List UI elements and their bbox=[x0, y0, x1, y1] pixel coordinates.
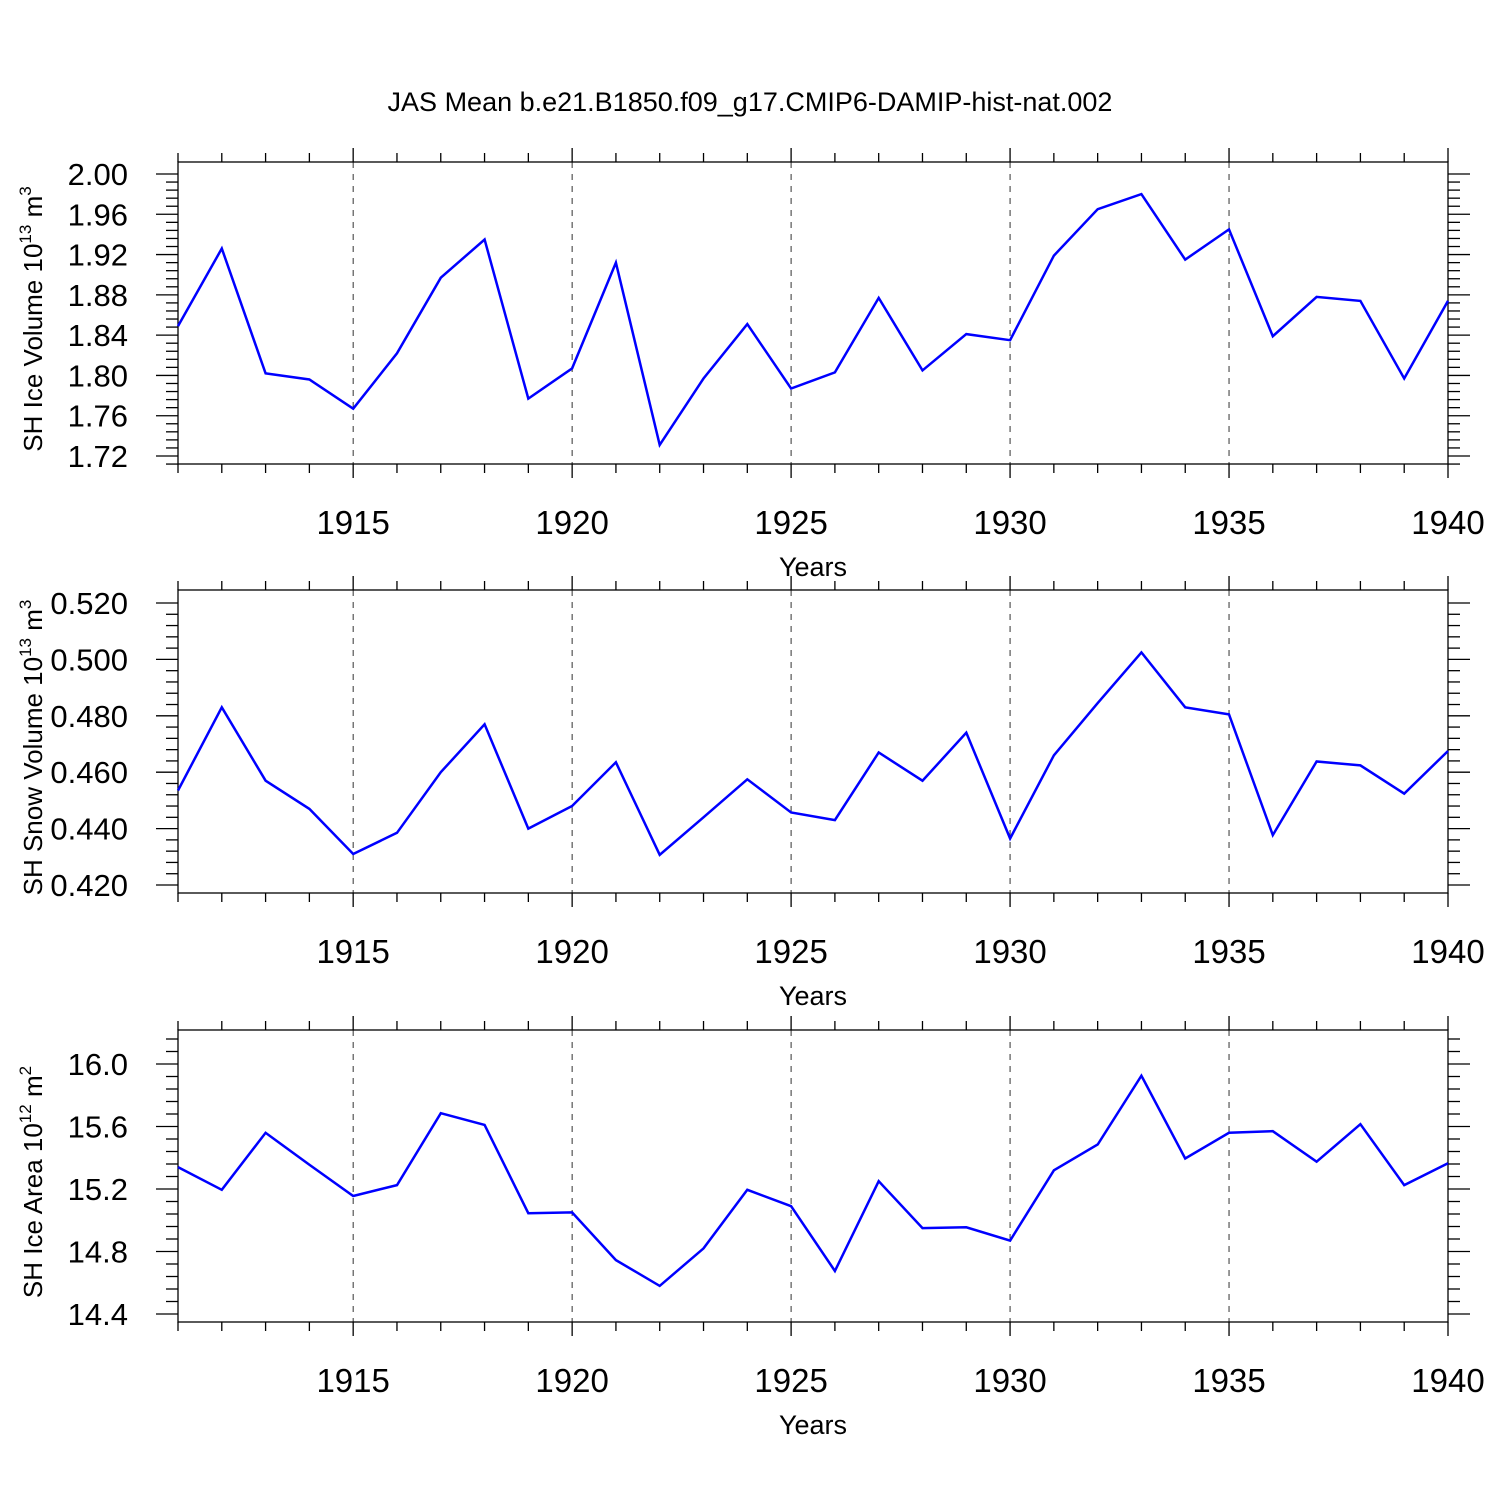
x-tick-label: 1915 bbox=[316, 933, 389, 970]
x-tick-label: 1940 bbox=[1411, 504, 1484, 541]
panel-ice-area: 14.4 14.8 15.2 15.6 16.0 1915 1920 1925 1930 1935… bbox=[16, 1016, 1485, 1440]
y-tick-label: 14.4 bbox=[68, 1297, 128, 1332]
y-tick-label: 1.96 bbox=[68, 197, 128, 232]
x-tick-label: 1930 bbox=[973, 1362, 1046, 1399]
series-line-ice-area bbox=[177, 1073, 1449, 1288]
x-tick-label: 1915 bbox=[316, 1362, 389, 1399]
y-tick-label: 0.500 bbox=[50, 642, 128, 677]
y-tick-label: 1.84 bbox=[68, 318, 128, 353]
y-tick-label: 1.92 bbox=[68, 238, 128, 273]
y-tick-label: 1.80 bbox=[68, 358, 128, 393]
y-tick-label: 16.0 bbox=[68, 1047, 128, 1082]
x-tick-label: 1930 bbox=[973, 504, 1046, 541]
y-tick-label: 0.520 bbox=[50, 586, 128, 621]
panel-snow-volume: 0.420 0.440 0.460 0.480 0.500 0.520 1915 1920 19… bbox=[16, 576, 1485, 1011]
chart-title: JAS Mean b.e21.B1850.f09_g17.CMIP6-DAMIP… bbox=[388, 87, 1113, 117]
y-tick-label: 0.420 bbox=[50, 868, 128, 903]
y-tick-label: 2.00 bbox=[68, 157, 128, 192]
x-tick-label: 1925 bbox=[754, 933, 827, 970]
y-tick-label: 1.88 bbox=[68, 278, 128, 313]
y-axis-label: SH Ice Area 1012 m2 bbox=[16, 1066, 48, 1298]
plot-frame bbox=[177, 161, 1449, 465]
y-tick-label: 1.72 bbox=[68, 439, 128, 474]
y-tick-label: 0.460 bbox=[50, 755, 128, 790]
x-tick-label: 1935 bbox=[1192, 933, 1265, 970]
y-tick-label: 14.8 bbox=[68, 1235, 128, 1270]
x-tick-label: 1925 bbox=[754, 1362, 827, 1399]
x-tick-label: 1920 bbox=[535, 933, 608, 970]
y-tick-label: 0.480 bbox=[50, 699, 128, 734]
x-tick-label: 1940 bbox=[1411, 933, 1484, 970]
y-axis-label: SH Snow Volume 1013 m3 bbox=[16, 600, 48, 896]
x-tick-label: 1920 bbox=[535, 1362, 608, 1399]
x-axis-label: Years bbox=[779, 552, 847, 582]
x-tick-label: 1935 bbox=[1192, 1362, 1265, 1399]
panel-ice-volume: 1.72 1.76 1.80 1.84 1.88 1.92 1.96 2.00 1915 1920… bbox=[16, 148, 1485, 582]
x-tick-label: 1920 bbox=[535, 504, 608, 541]
x-tick-label: 1925 bbox=[754, 504, 827, 541]
y-tick-label: 15.2 bbox=[68, 1172, 128, 1207]
y-tick-label: 15.6 bbox=[68, 1110, 128, 1145]
x-tick-label: 1915 bbox=[316, 504, 389, 541]
y-tick-label: 1.76 bbox=[68, 399, 128, 434]
series-line-snow-volume bbox=[176, 650, 1449, 857]
x-tick-label: 1935 bbox=[1192, 504, 1265, 541]
plot-frame bbox=[177, 1029, 1449, 1323]
x-tick-label: 1940 bbox=[1411, 1362, 1484, 1399]
series-line-ice-volume bbox=[176, 192, 1450, 448]
y-tick-label: 0.440 bbox=[50, 812, 128, 847]
x-axis-label: Years bbox=[779, 981, 847, 1011]
y-axis-label: SH Ice Volume 1013 m3 bbox=[16, 186, 48, 451]
x-axis-label: Years bbox=[779, 1410, 847, 1440]
x-tick-label: 1930 bbox=[973, 933, 1046, 970]
plot-frame bbox=[177, 589, 1449, 894]
